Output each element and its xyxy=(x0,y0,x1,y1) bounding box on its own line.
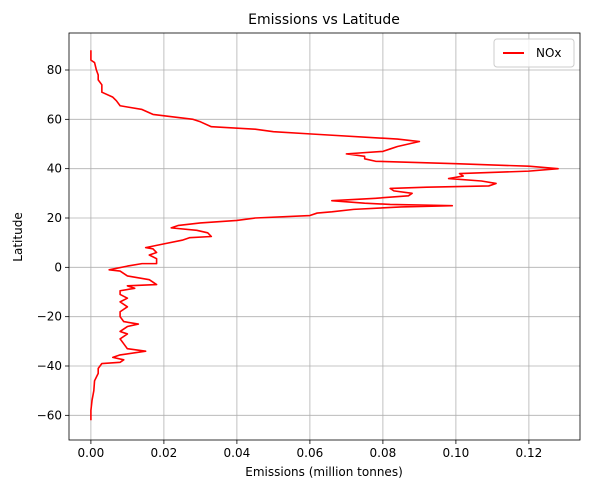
plot-area xyxy=(69,33,580,440)
x-axis-label: Emissions (million tonnes) xyxy=(245,465,403,479)
y-tick-label: 60 xyxy=(47,112,62,126)
plot-background xyxy=(69,33,580,440)
x-tick-label: 0.08 xyxy=(370,446,397,460)
y-axis-label: Latitude xyxy=(11,212,25,261)
chart-title: Emissions vs Latitude xyxy=(248,12,400,28)
x-tick-label: 0.12 xyxy=(516,446,543,460)
x-tick-label: 0.02 xyxy=(151,446,178,460)
y-tick-label: 0 xyxy=(54,260,62,274)
y-tick-label: 20 xyxy=(47,211,62,225)
y-tick-label: 80 xyxy=(47,63,62,77)
y-tick-label: −60 xyxy=(37,408,62,422)
y-tick-label: −40 xyxy=(37,359,62,373)
x-tick-label: 0.10 xyxy=(443,446,470,460)
x-tick-label: 0.00 xyxy=(78,446,105,460)
legend: NOx xyxy=(494,39,574,67)
y-tick-label: 40 xyxy=(47,162,62,176)
y-ticks: −60 −40 −20 0 20 40 60 80 xyxy=(37,63,69,422)
legend-label-nox: NOx xyxy=(536,46,562,60)
y-tick-label: −20 xyxy=(37,310,62,324)
x-tick-label: 0.06 xyxy=(297,446,324,460)
x-ticks: 0.00 0.02 0.04 0.06 0.08 0.10 0.12 xyxy=(78,440,543,460)
x-tick-label: 0.04 xyxy=(224,446,251,460)
